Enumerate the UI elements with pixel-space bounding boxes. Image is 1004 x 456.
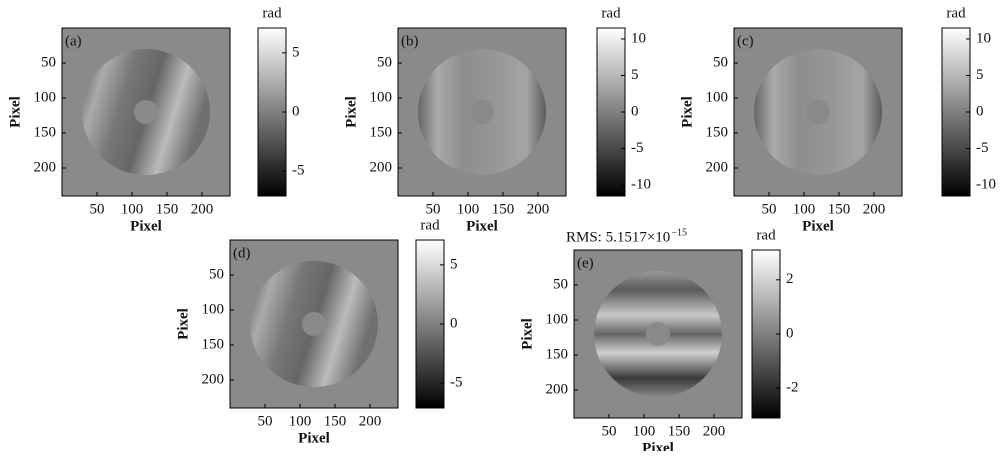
y-tick-label: 100: [706, 89, 729, 105]
y-axis-label: Pixel: [679, 96, 695, 128]
colorbar-tick-label: 0: [631, 103, 639, 119]
panel-label: (d): [233, 245, 251, 261]
colorbar-tick-label: -5: [450, 375, 463, 391]
y-tick-label: 200: [546, 381, 569, 397]
x-tick-label: 50: [762, 201, 777, 217]
x-tick-label: 50: [90, 201, 105, 217]
panel-label: (b): [401, 33, 419, 49]
colorbar-tick-label: 5: [292, 44, 300, 60]
figure: (a)5010015020050100150200PixelPixelrad-5…: [0, 0, 1004, 451]
y-tick-label: 200: [34, 159, 57, 175]
colorbar-tick-label: 0: [450, 315, 458, 331]
x-axis-label: Pixel: [802, 218, 834, 234]
annotation: RMS: 5.1517×10: [566, 229, 670, 245]
panel-label: (e): [577, 255, 594, 271]
colorbar-tick-label: -5: [976, 140, 989, 156]
x-tick-label: 150: [668, 423, 691, 439]
colorbar-tick-label: -5: [631, 140, 644, 156]
y-tick-label: 200: [202, 371, 225, 387]
colorbar-tick-label: 0: [786, 325, 794, 341]
colorbar-tick-label: -5: [292, 163, 305, 179]
colorbar-tick-label: 5: [631, 67, 639, 83]
x-tick-label: 150: [492, 201, 515, 217]
panel-label: (a): [65, 33, 82, 49]
x-axis-label: Pixel: [466, 218, 498, 234]
colorbar-tick-label: 0: [292, 103, 300, 119]
center-hole: [134, 100, 158, 124]
y-tick-label: 50: [209, 266, 224, 282]
center-hole: [470, 100, 494, 124]
colorbar: [942, 28, 970, 196]
colorbar-tick-label: 10: [631, 30, 646, 46]
colorbar-label: rad: [756, 227, 776, 243]
center-hole: [646, 322, 670, 346]
x-axis-label: Pixel: [642, 440, 674, 451]
x-tick-label: 100: [793, 201, 816, 217]
y-tick-label: 100: [34, 89, 57, 105]
annotation-exponent: −15: [671, 227, 687, 238]
x-tick-label: 150: [828, 201, 851, 217]
y-tick-label: 200: [706, 159, 729, 175]
x-tick-label: 100: [457, 201, 480, 217]
y-tick-label: 200: [370, 159, 393, 175]
y-axis-label: Pixel: [7, 96, 23, 128]
colorbar: [752, 250, 780, 418]
y-tick-label: 150: [370, 124, 393, 140]
y-tick-label: 150: [34, 124, 57, 140]
y-axis-label: Pixel: [175, 308, 191, 340]
panel-label: (c): [737, 33, 754, 49]
colorbar: [416, 240, 444, 408]
colorbar-tick-label: -2: [786, 380, 799, 396]
x-tick-label: 50: [426, 201, 441, 217]
y-tick-label: 50: [713, 54, 728, 70]
center-hole: [806, 100, 830, 124]
x-tick-label: 50: [602, 423, 617, 439]
colorbar-tick-label: 5: [976, 67, 984, 83]
y-tick-label: 100: [370, 89, 393, 105]
x-tick-label: 100: [121, 201, 144, 217]
colorbar-label: rad: [262, 5, 282, 21]
x-tick-label: 100: [633, 423, 656, 439]
x-tick-label: 150: [324, 413, 347, 429]
colorbar-tick-label: 2: [786, 271, 794, 287]
y-tick-label: 50: [377, 54, 392, 70]
center-hole: [302, 312, 326, 336]
y-tick-label: 100: [202, 301, 225, 317]
colorbar-label: rad: [601, 5, 621, 21]
x-tick-label: 200: [703, 423, 726, 439]
x-axis-label: Pixel: [298, 430, 330, 446]
y-tick-label: 50: [41, 54, 56, 70]
y-tick-label: 50: [553, 276, 568, 292]
colorbar-tick-label: 10: [976, 30, 991, 46]
y-tick-label: 150: [546, 346, 569, 362]
colorbar-tick-label: -10: [976, 176, 996, 192]
colorbar-label: rad: [946, 5, 966, 21]
colorbar-tick-label: 0: [976, 103, 984, 119]
x-tick-label: 150: [156, 201, 179, 217]
colorbar: [597, 28, 625, 196]
colorbar: [258, 28, 286, 196]
x-tick-label: 200: [191, 201, 214, 217]
y-tick-label: 100: [546, 311, 569, 327]
x-axis-label: Pixel: [130, 218, 162, 234]
x-tick-label: 200: [527, 201, 550, 217]
y-tick-label: 150: [706, 124, 729, 140]
colorbar-tick-label: -10: [631, 176, 651, 192]
y-tick-label: 150: [202, 336, 225, 352]
x-tick-label: 200: [863, 201, 886, 217]
colorbar-label: rad: [420, 217, 440, 233]
x-tick-label: 50: [258, 413, 273, 429]
x-tick-label: 200: [359, 413, 382, 429]
y-axis-label: Pixel: [343, 96, 359, 128]
colorbar-tick-label: 5: [450, 256, 458, 272]
x-tick-label: 100: [289, 413, 312, 429]
y-axis-label: Pixel: [519, 318, 535, 350]
